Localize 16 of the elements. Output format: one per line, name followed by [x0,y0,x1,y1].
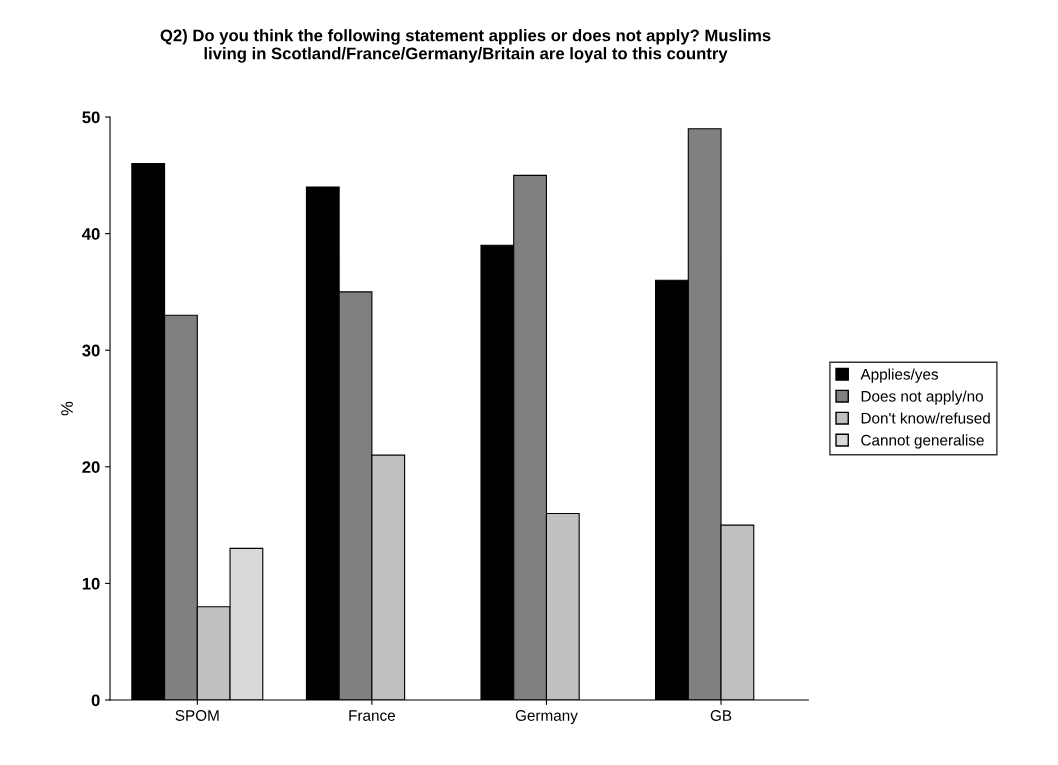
y-tick-label: 0 [91,694,100,707]
legend-label: Applies/yes [860,368,939,383]
x-tick-label: France [349,710,395,721]
y-tick-label: 20 [82,461,100,474]
chart-title: Q2) Do you think the following statement applies or does not apply? Muslims living in Scotland/France/Germany/Britain are loyal to this country [160,29,771,63]
y-tick-label: 40 [82,228,100,240]
y-tick-label: 30 [82,344,100,357]
x-tick-label: GB [710,710,732,721]
legend-label: Does not apply/no [861,390,983,405]
y-axis-title: % [61,401,73,416]
legend-label: Cannot generalise [861,434,984,449]
x-tick-label: SPOM [175,710,219,721]
y-tick-label: 50 [82,111,100,124]
legend-label: Don't know/refused [861,412,990,424]
x-tick-label: Germany [515,710,578,724]
y-tick-label: 10 [82,577,100,590]
